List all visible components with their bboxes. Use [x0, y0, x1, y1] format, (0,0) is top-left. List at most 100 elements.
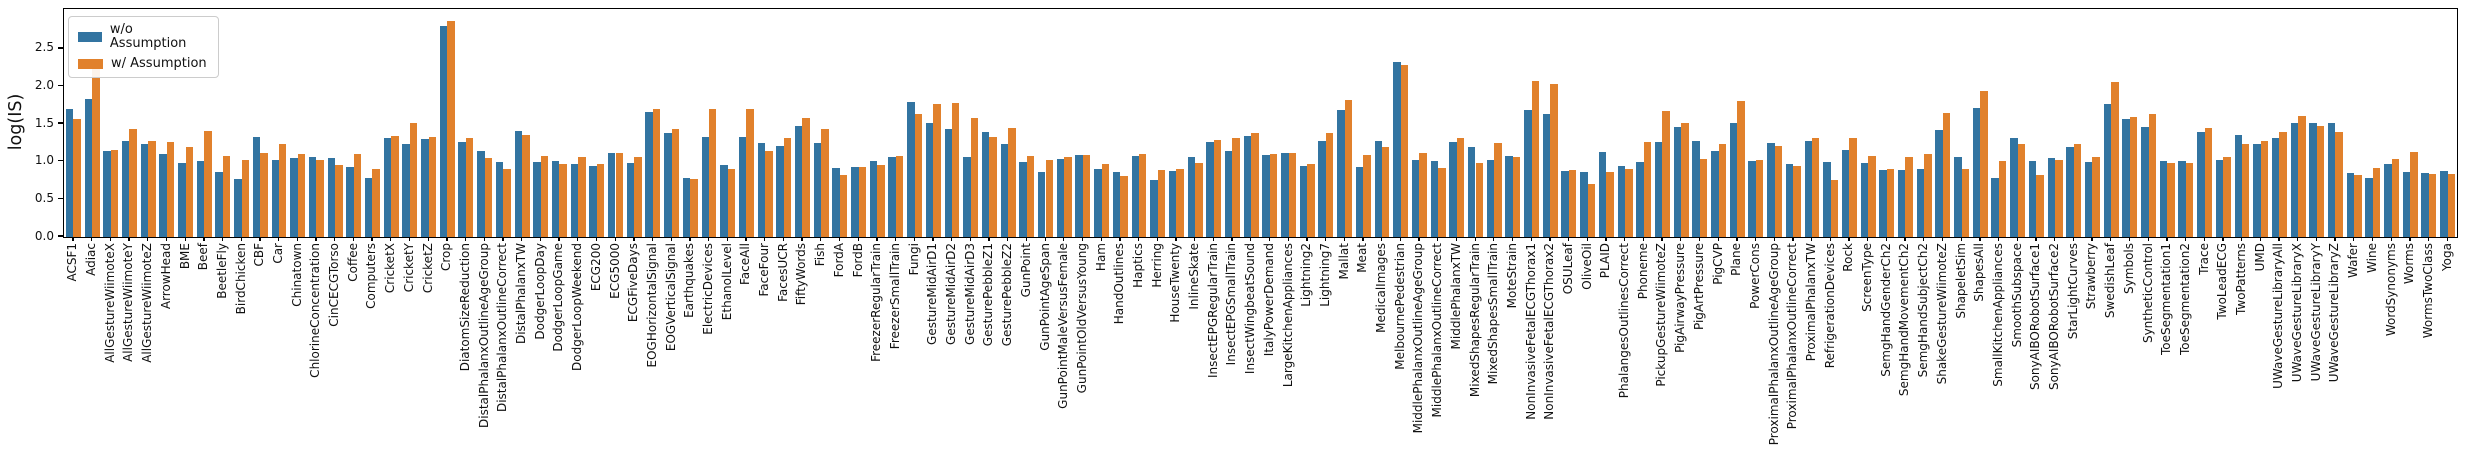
- bar-with-assumption: [2316, 125, 2325, 237]
- x-tick-label: MelbournePedestrian: [1392, 243, 1407, 370]
- x-tick-label: ECG200: [588, 243, 603, 292]
- x-tick-label: ScreenType: [1860, 243, 1875, 312]
- bar-with-assumption: [1849, 138, 1857, 237]
- bar-without-assumption: [1224, 150, 1233, 237]
- bar-without-assumption: [2402, 171, 2411, 237]
- x-tick-mark: [726, 237, 728, 241]
- x-tick-mark: [539, 237, 542, 241]
- x-tick-label: EthanolLevel: [719, 243, 734, 321]
- x-tick-label: Rock: [1841, 243, 1856, 272]
- bar-with-assumption: [1942, 112, 1951, 237]
- bar-with-assumption: [1008, 127, 1016, 237]
- bar-without-assumption: [2215, 159, 2224, 237]
- x-tick-label: Crop: [439, 243, 454, 272]
- x-tick-label: Worms: [2402, 243, 2417, 285]
- bar-with-assumption: [858, 167, 867, 237]
- bar-without-assumption: [271, 160, 279, 237]
- bar-without-assumption: [1748, 161, 1756, 237]
- bar-without-assumption: [364, 178, 373, 237]
- bar-without-assumption: [1673, 127, 1682, 237]
- x-tick-mark: [1287, 237, 1289, 241]
- bar-without-assumption: [196, 161, 205, 237]
- x-tick-label: Phoneme: [1635, 243, 1650, 300]
- x-tick-mark: [1792, 237, 1794, 241]
- x-tick-mark: [502, 237, 504, 241]
- bar-with-assumption: [1494, 142, 1502, 237]
- x-tick-mark: [521, 237, 523, 241]
- bar-without-assumption: [178, 162, 186, 237]
- x-tick-mark: [483, 237, 485, 241]
- bar-without-assumption: [2178, 161, 2186, 237]
- x-tick-label: SmoothSubspace: [2009, 243, 2024, 348]
- bar-with-assumption: [2148, 114, 2156, 237]
- bar-with-assumption: [1195, 163, 1203, 237]
- x-tick-mark: [1175, 237, 1177, 241]
- bar-with-assumption: [2391, 158, 2400, 237]
- x-tick-mark: [707, 237, 710, 241]
- y-tick-label: 1.0: [34, 153, 54, 168]
- bar-without-assumption: [682, 177, 691, 237]
- bar-with-assumption: [1905, 157, 1913, 237]
- x-tick-mark: [1437, 237, 1439, 241]
- x-tick-label: MiddlePhalanxOutlineCorrect: [1430, 243, 1445, 418]
- x-tick-mark: [1212, 237, 1215, 241]
- x-tick-label: Adiac: [84, 243, 99, 276]
- bar-without-assumption: [1019, 161, 1027, 237]
- bar-with-assumption: [1587, 183, 1596, 237]
- bar-without-assumption: [1131, 155, 1139, 237]
- x-tick-mark: [1343, 237, 1345, 241]
- x-tick-mark: [278, 237, 280, 241]
- bar-with-assumption: [952, 103, 960, 237]
- x-tick-label: RefrigerationDevices: [1822, 243, 1837, 369]
- x-tick-label: UMD: [2252, 243, 2267, 272]
- bar-with-assumption: [540, 155, 549, 237]
- x-tick-mark: [969, 237, 972, 241]
- x-tick-label: DistalPhalanxTW: [514, 243, 529, 345]
- x-tick-mark: [1997, 237, 2000, 241]
- y-tick-mark: [58, 47, 63, 49]
- x-tick-label: GesturePebbleZ1: [981, 243, 996, 347]
- x-tick-mark: [2110, 237, 2112, 241]
- x-tick-mark: [1754, 237, 1757, 241]
- x-tick-label: GestureMidAirD2: [944, 243, 959, 345]
- x-tick-mark: [577, 237, 579, 241]
- bar-with-assumption: [2223, 157, 2231, 237]
- x-tick-mark: [1044, 237, 1046, 241]
- x-tick-mark: [2278, 237, 2280, 241]
- x-tick-label: DistalPhalanxOutlineCorrect: [495, 243, 510, 413]
- x-tick-label: MixedShapesSmallTrain: [1486, 243, 1501, 385]
- x-tick-label: FaceAll: [738, 243, 753, 286]
- x-tick-label: OSULeaf: [1560, 243, 1575, 295]
- bar-with-assumption: [1251, 133, 1259, 237]
- x-tick-mark: [894, 237, 897, 241]
- x-tick-label: BME: [177, 243, 192, 270]
- bar-without-assumption: [1112, 172, 1121, 237]
- x-tick-mark: [390, 237, 392, 241]
- x-tick-label: Herring: [1149, 243, 1164, 288]
- bar-with-assumption: [1643, 142, 1652, 237]
- legend-label: w/ Assumption: [111, 56, 207, 71]
- x-tick-mark: [782, 237, 785, 241]
- x-tick-label: Lightning7: [1317, 243, 1332, 307]
- x-tick-label: CinCECGTorso: [327, 243, 342, 327]
- y-tick-mark: [58, 160, 63, 162]
- bar-without-assumption: [121, 140, 130, 237]
- x-tick-mark: [1698, 237, 1701, 241]
- x-tick-mark: [2054, 237, 2056, 241]
- bar-without-assumption: [608, 152, 616, 237]
- bar-without-assumption: [1654, 142, 1663, 237]
- bar-with-assumption: [989, 136, 997, 237]
- x-tick-mark: [1549, 237, 1551, 241]
- bar-with-assumption: [92, 67, 100, 237]
- bar-without-assumption: [421, 139, 429, 237]
- x-tick-mark: [1829, 237, 1831, 241]
- x-tick-mark: [1717, 237, 1719, 241]
- bar-with-assumption: [1812, 138, 1820, 237]
- legend-entry-without-assumption: w/o Assumption: [78, 23, 209, 51]
- bar-without-assumption: [1355, 167, 1364, 237]
- x-tick-mark: [1324, 237, 1327, 241]
- x-tick-label: DiatomSizeReduction: [457, 243, 472, 372]
- x-tick-label: ECG5000: [607, 243, 622, 299]
- bar-without-assumption: [2253, 143, 2261, 237]
- bar-without-assumption: [1262, 155, 1270, 237]
